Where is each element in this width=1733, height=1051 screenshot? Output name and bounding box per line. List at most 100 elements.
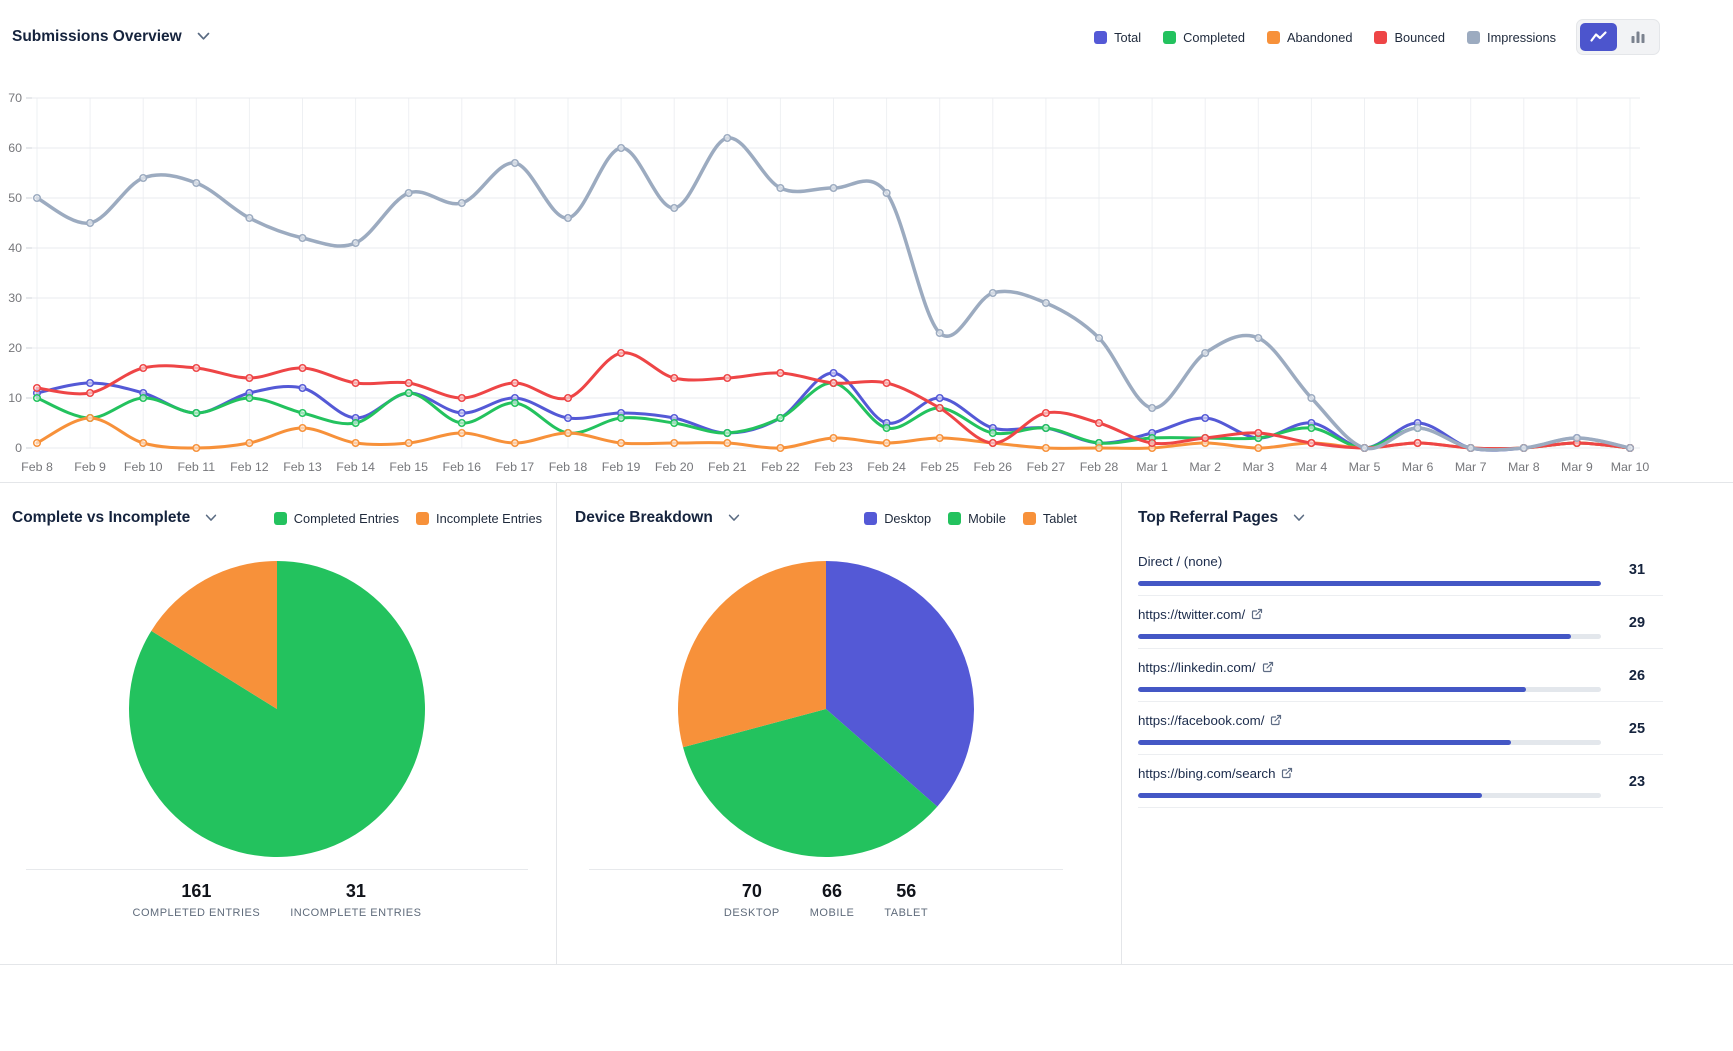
- legend-swatch: [1163, 30, 1177, 44]
- panel-complete-vs-incomplete: Complete vs Incomplete Completed Entries…: [0, 483, 557, 964]
- legend-swatch: [1374, 30, 1388, 44]
- stat-label: DESKTOP: [723, 907, 780, 919]
- legend-label: Bounced: [1394, 29, 1446, 45]
- legend-label: Completed: [1183, 29, 1245, 45]
- legend-item-abandoned[interactable]: Abandoned: [1267, 30, 1352, 45]
- legend-label: Desktop: [884, 510, 932, 526]
- pie-slice-completed-entries: [129, 561, 426, 857]
- legend-item-total[interactable]: Total: [1094, 30, 1141, 45]
- svg-text:Feb 28: Feb 28: [1080, 460, 1119, 474]
- referral-value: 31: [1628, 561, 1646, 578]
- svg-text:Feb 8: Feb 8: [21, 460, 53, 474]
- stat-value: 31: [345, 881, 366, 901]
- pie-slice-tablet: [678, 561, 826, 748]
- pie-slice-mobile: [683, 709, 938, 857]
- referral-bar-fill: [1138, 740, 1512, 745]
- legend-item-tablet[interactable]: Tablet: [1022, 511, 1077, 526]
- svg-text:Mar 6: Mar 6: [1402, 460, 1434, 474]
- complete-pie-chart: [129, 561, 426, 857]
- svg-text:Feb 24: Feb 24: [867, 460, 906, 474]
- referral-bar-track: [1138, 793, 1601, 798]
- legend-label: Mobile: [968, 510, 1006, 526]
- svg-text:Feb 20: Feb 20: [655, 460, 694, 474]
- chevron-down-icon[interactable]: [728, 509, 740, 527]
- legend-swatch: [1022, 511, 1036, 525]
- legend-label: Incomplete Entries: [436, 510, 542, 526]
- svg-text:Feb 13: Feb 13: [283, 460, 322, 474]
- svg-text:Feb 9: Feb 9: [74, 460, 106, 474]
- svg-text:Feb 16: Feb 16: [443, 460, 482, 474]
- svg-text:Mar 2: Mar 2: [1189, 460, 1221, 474]
- referral-bar-fill: [1138, 687, 1527, 692]
- referral-value: 25: [1628, 720, 1646, 737]
- referral-bar-fill: [1138, 581, 1601, 586]
- referral-link[interactable]: https://linkedin.com/: [1138, 660, 1274, 675]
- legend-item-impressions[interactable]: Impressions: [1467, 30, 1556, 45]
- referral-row: Direct / (none) 31: [1138, 543, 1663, 596]
- svg-text:0: 0: [15, 441, 22, 455]
- referral-bar-track: [1138, 634, 1601, 639]
- svg-text:Feb 18: Feb 18: [549, 460, 588, 474]
- referral-value: 26: [1628, 667, 1646, 684]
- stat-incomplete-entries: 31 INCOMPLETE ENTRIES: [286, 881, 425, 919]
- stat-label: TABLET: [884, 907, 929, 919]
- referral-link[interactable]: https://facebook.com/: [1138, 713, 1282, 728]
- svg-text:Mar 3: Mar 3: [1242, 460, 1274, 474]
- referral-label-text: https://twitter.com/: [1138, 607, 1246, 622]
- referral-list: Direct / (none) 31 https://twitter.com/29 h…: [1138, 543, 1663, 808]
- bar-chart-button[interactable]: [1619, 23, 1656, 51]
- svg-text:Mar 1: Mar 1: [1136, 460, 1168, 474]
- chevron-down-icon[interactable]: [205, 509, 217, 527]
- referral-bar-track: [1138, 687, 1601, 692]
- line-chart-button[interactable]: [1580, 23, 1617, 51]
- svg-text:60: 60: [8, 141, 22, 155]
- external-link-icon: [1282, 767, 1293, 779]
- stat-value: 70: [741, 881, 762, 901]
- stat-label: COMPLETED ENTRIES: [132, 907, 261, 919]
- referral-link[interactable]: Direct / (none): [1138, 554, 1222, 569]
- legend-item-incomplete-entries[interactable]: Incomplete Entries: [416, 511, 542, 526]
- legend-item-desktop[interactable]: Desktop: [864, 511, 931, 526]
- stat-label: MOBILE: [809, 907, 855, 919]
- device-pie-chart: [678, 561, 974, 857]
- referral-row: https://bing.com/search 23: [1138, 755, 1663, 808]
- legend-item-bounced[interactable]: Bounced: [1374, 30, 1445, 45]
- chevron-down-icon[interactable]: [197, 28, 210, 46]
- svg-text:Feb 27: Feb 27: [1027, 460, 1066, 474]
- svg-text:Feb 12: Feb 12: [230, 460, 269, 474]
- stat-completed-entries: 161 COMPLETED ENTRIES: [129, 881, 265, 919]
- legend-swatch: [1094, 30, 1108, 44]
- svg-text:70: 70: [8, 91, 22, 105]
- svg-text:Feb 21: Feb 21: [708, 460, 747, 474]
- chevron-down-icon[interactable]: [1293, 509, 1305, 527]
- legend-item-completed[interactable]: Completed: [1163, 30, 1245, 45]
- svg-text:Feb 15: Feb 15: [389, 460, 428, 474]
- submissions-line-chart: 0 10 20 30 40 50 60 70 Feb 8 Feb 9 Feb 10 Feb 11 Feb…: [8, 91, 1650, 474]
- svg-text:Mar 7: Mar 7: [1455, 460, 1487, 474]
- legend-item-mobile[interactable]: Mobile: [948, 511, 1006, 526]
- stat-desktop: 70 DESKTOP: [720, 881, 784, 919]
- svg-text:10: 10: [8, 391, 22, 405]
- legend-label: Total: [1114, 29, 1142, 45]
- referral-label-text: https://linkedin.com/: [1138, 660, 1256, 675]
- stat-value: 161: [181, 881, 212, 901]
- legend-label: Impressions: [1487, 29, 1556, 45]
- external-link-icon: [1262, 661, 1273, 673]
- referral-link[interactable]: https://twitter.com/: [1138, 607, 1263, 622]
- bar-chart-icon: [1630, 30, 1646, 44]
- referral-bar-track: [1138, 740, 1601, 745]
- panel-top-referral-pages: Top Referral Pages Direct / (none) 31 http…: [1122, 483, 1733, 964]
- legend-item-completed-entries[interactable]: Completed Entries: [273, 511, 399, 526]
- svg-text:Feb 14: Feb 14: [336, 460, 375, 474]
- panel-title: Top Referral Pages: [1138, 509, 1279, 526]
- referral-link[interactable]: https://bing.com/search: [1138, 766, 1293, 781]
- svg-text:Feb 10: Feb 10: [124, 460, 163, 474]
- legend-swatch: [1267, 30, 1280, 44]
- svg-text:Feb 22: Feb 22: [761, 460, 800, 474]
- svg-text:Feb 11: Feb 11: [177, 460, 215, 474]
- referral-label-text: https://bing.com/search: [1138, 766, 1276, 781]
- svg-text:Mar 8: Mar 8: [1508, 460, 1540, 474]
- external-link-icon: [1252, 608, 1263, 620]
- pie-slice-desktop: [826, 561, 974, 807]
- svg-text:Mar 10: Mar 10: [1611, 460, 1650, 474]
